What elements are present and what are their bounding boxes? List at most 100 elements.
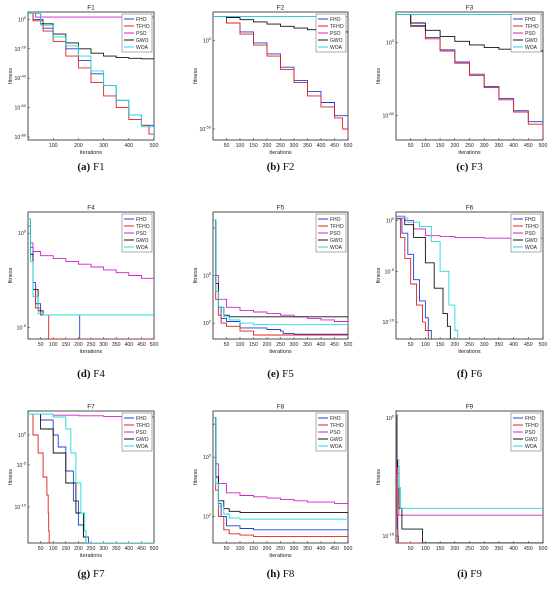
- series-line-woa: [28, 413, 154, 543]
- y-tick-label: 100: [18, 431, 27, 440]
- y-axis-label: fitness: [376, 267, 382, 283]
- x-tick-label: 250: [276, 546, 285, 552]
- chart-title: F2: [277, 5, 285, 12]
- x-tick-label: 150: [436, 342, 445, 348]
- x-tick-label: 500: [150, 546, 159, 552]
- x-tick-label: 400: [317, 342, 326, 348]
- x-tick-label: 250: [465, 342, 474, 348]
- x-tick-label: 50: [224, 546, 230, 552]
- x-tick-label: 100: [236, 546, 245, 552]
- x-tick-label: 450: [137, 342, 146, 348]
- chart-f6: F6 50 100 150 200 250 300 350 400 450 500 iteration…: [376, 205, 547, 381]
- x-tick-label: 150: [61, 546, 70, 552]
- chart-title: F4: [87, 205, 95, 212]
- legend-label-gwo: GWO: [525, 437, 538, 443]
- legend-label-fho: FHO: [525, 17, 536, 23]
- panel-caption: (g) F7: [77, 568, 105, 580]
- legend-label-fho: FHO: [525, 217, 536, 223]
- chart-title: F8: [277, 404, 285, 411]
- series-line-tfho: [396, 414, 543, 543]
- x-tick-label: 300: [480, 143, 489, 149]
- chart-title: F1: [87, 5, 95, 12]
- legend-label-tfho: TFHO: [525, 224, 539, 230]
- y-axis-label: fitness: [8, 68, 14, 84]
- legend-label-fho: FHO: [525, 416, 536, 422]
- x-tick-label: 100: [421, 546, 430, 552]
- x-tick-label: 350: [303, 342, 312, 348]
- x-tick-label: 350: [495, 546, 504, 552]
- x-tick-label: 50: [224, 342, 230, 348]
- x-tick-label: 400: [124, 546, 133, 552]
- x-tick-label: 300: [99, 143, 108, 149]
- x-axis-label: iterations: [458, 349, 481, 355]
- legend-label-woa: WOA: [136, 444, 149, 450]
- x-tick-label: 50: [408, 342, 414, 348]
- x-tick-label: 150: [249, 546, 258, 552]
- x-tick-label: 100: [49, 546, 58, 552]
- x-axis-label: iterations: [269, 553, 292, 559]
- x-tick-label: 50: [38, 546, 44, 552]
- x-tick-label: 450: [330, 342, 339, 348]
- legend-label-woa: WOA: [525, 444, 538, 450]
- x-tick-label: 400: [317, 546, 326, 552]
- y-tick-label: 10-80: [382, 111, 394, 120]
- series-line-woa: [396, 414, 543, 509]
- x-tick-label: 50: [408, 546, 414, 552]
- x-tick-label: 500: [539, 546, 548, 552]
- legend-label-gwo: GWO: [330, 238, 343, 244]
- legend-label-pso: PSO: [525, 430, 536, 436]
- x-tick-label: 400: [509, 342, 518, 348]
- x-tick-label: 450: [524, 143, 533, 149]
- legend-label-pso: PSO: [330, 231, 341, 237]
- chart-f2: F2 50 100 150 200 250 300 350 400 450 500 iteration…: [193, 5, 352, 174]
- legend-label-woa: WOA: [525, 45, 538, 51]
- series-line-woa: [28, 218, 154, 316]
- x-tick-label: 100: [49, 143, 58, 149]
- y-tick-label: 102: [203, 319, 212, 328]
- legend-label-woa: WOA: [525, 245, 538, 251]
- series-group: [396, 414, 543, 543]
- x-axis-label: iterations: [269, 150, 292, 156]
- x-tick-label: 200: [450, 143, 459, 149]
- y-axis-label: fitness: [376, 469, 382, 485]
- panel-caption: (b) F2: [267, 161, 295, 173]
- legend-label-pso: PSO: [330, 31, 341, 37]
- x-tick-label: 300: [290, 342, 299, 348]
- chart-f9: F9 50 100 150 200 250 300 350 400 450 500 100 10-15 f…: [376, 404, 547, 581]
- chart-title: F6: [466, 205, 474, 212]
- x-tick-label: 200: [263, 342, 272, 348]
- x-tick-label: 250: [87, 342, 96, 348]
- legend-label-tfho: TFHO: [330, 224, 344, 230]
- y-tick-label: 10-40: [14, 74, 26, 83]
- y-tick-label: 100: [203, 36, 212, 45]
- legend-label-tfho: TFHO: [136, 24, 150, 30]
- x-tick-label: 500: [344, 546, 353, 552]
- y-axis-label: fitness: [193, 68, 199, 84]
- series-line-woa: [396, 217, 459, 339]
- legend-label-tfho: TFHO: [330, 24, 344, 30]
- y-tick-label: 10-5: [17, 323, 27, 332]
- legend-label-fho: FHO: [136, 416, 147, 422]
- legend-label-gwo: GWO: [330, 38, 343, 44]
- x-tick-label: 200: [263, 546, 272, 552]
- legend-label-woa: WOA: [330, 245, 343, 251]
- y-tick-label: 100: [18, 229, 27, 238]
- legend-label-pso: PSO: [525, 231, 536, 237]
- x-tick-label: 500: [150, 342, 159, 348]
- y-tick-label: 102: [203, 512, 212, 521]
- series-line-fho: [396, 218, 432, 339]
- x-tick-label: 200: [450, 342, 459, 348]
- panel-caption: (i) F9: [457, 568, 482, 580]
- x-tick-label: 250: [465, 546, 474, 552]
- x-tick-label: 200: [263, 143, 272, 149]
- chart-f3: F3 50 100 150 200 250 300 350 400 450 500 iteration…: [376, 5, 547, 174]
- panel-caption: (d) F4: [77, 368, 105, 380]
- legend-label-pso: PSO: [525, 31, 536, 37]
- x-tick-label: 350: [495, 342, 504, 348]
